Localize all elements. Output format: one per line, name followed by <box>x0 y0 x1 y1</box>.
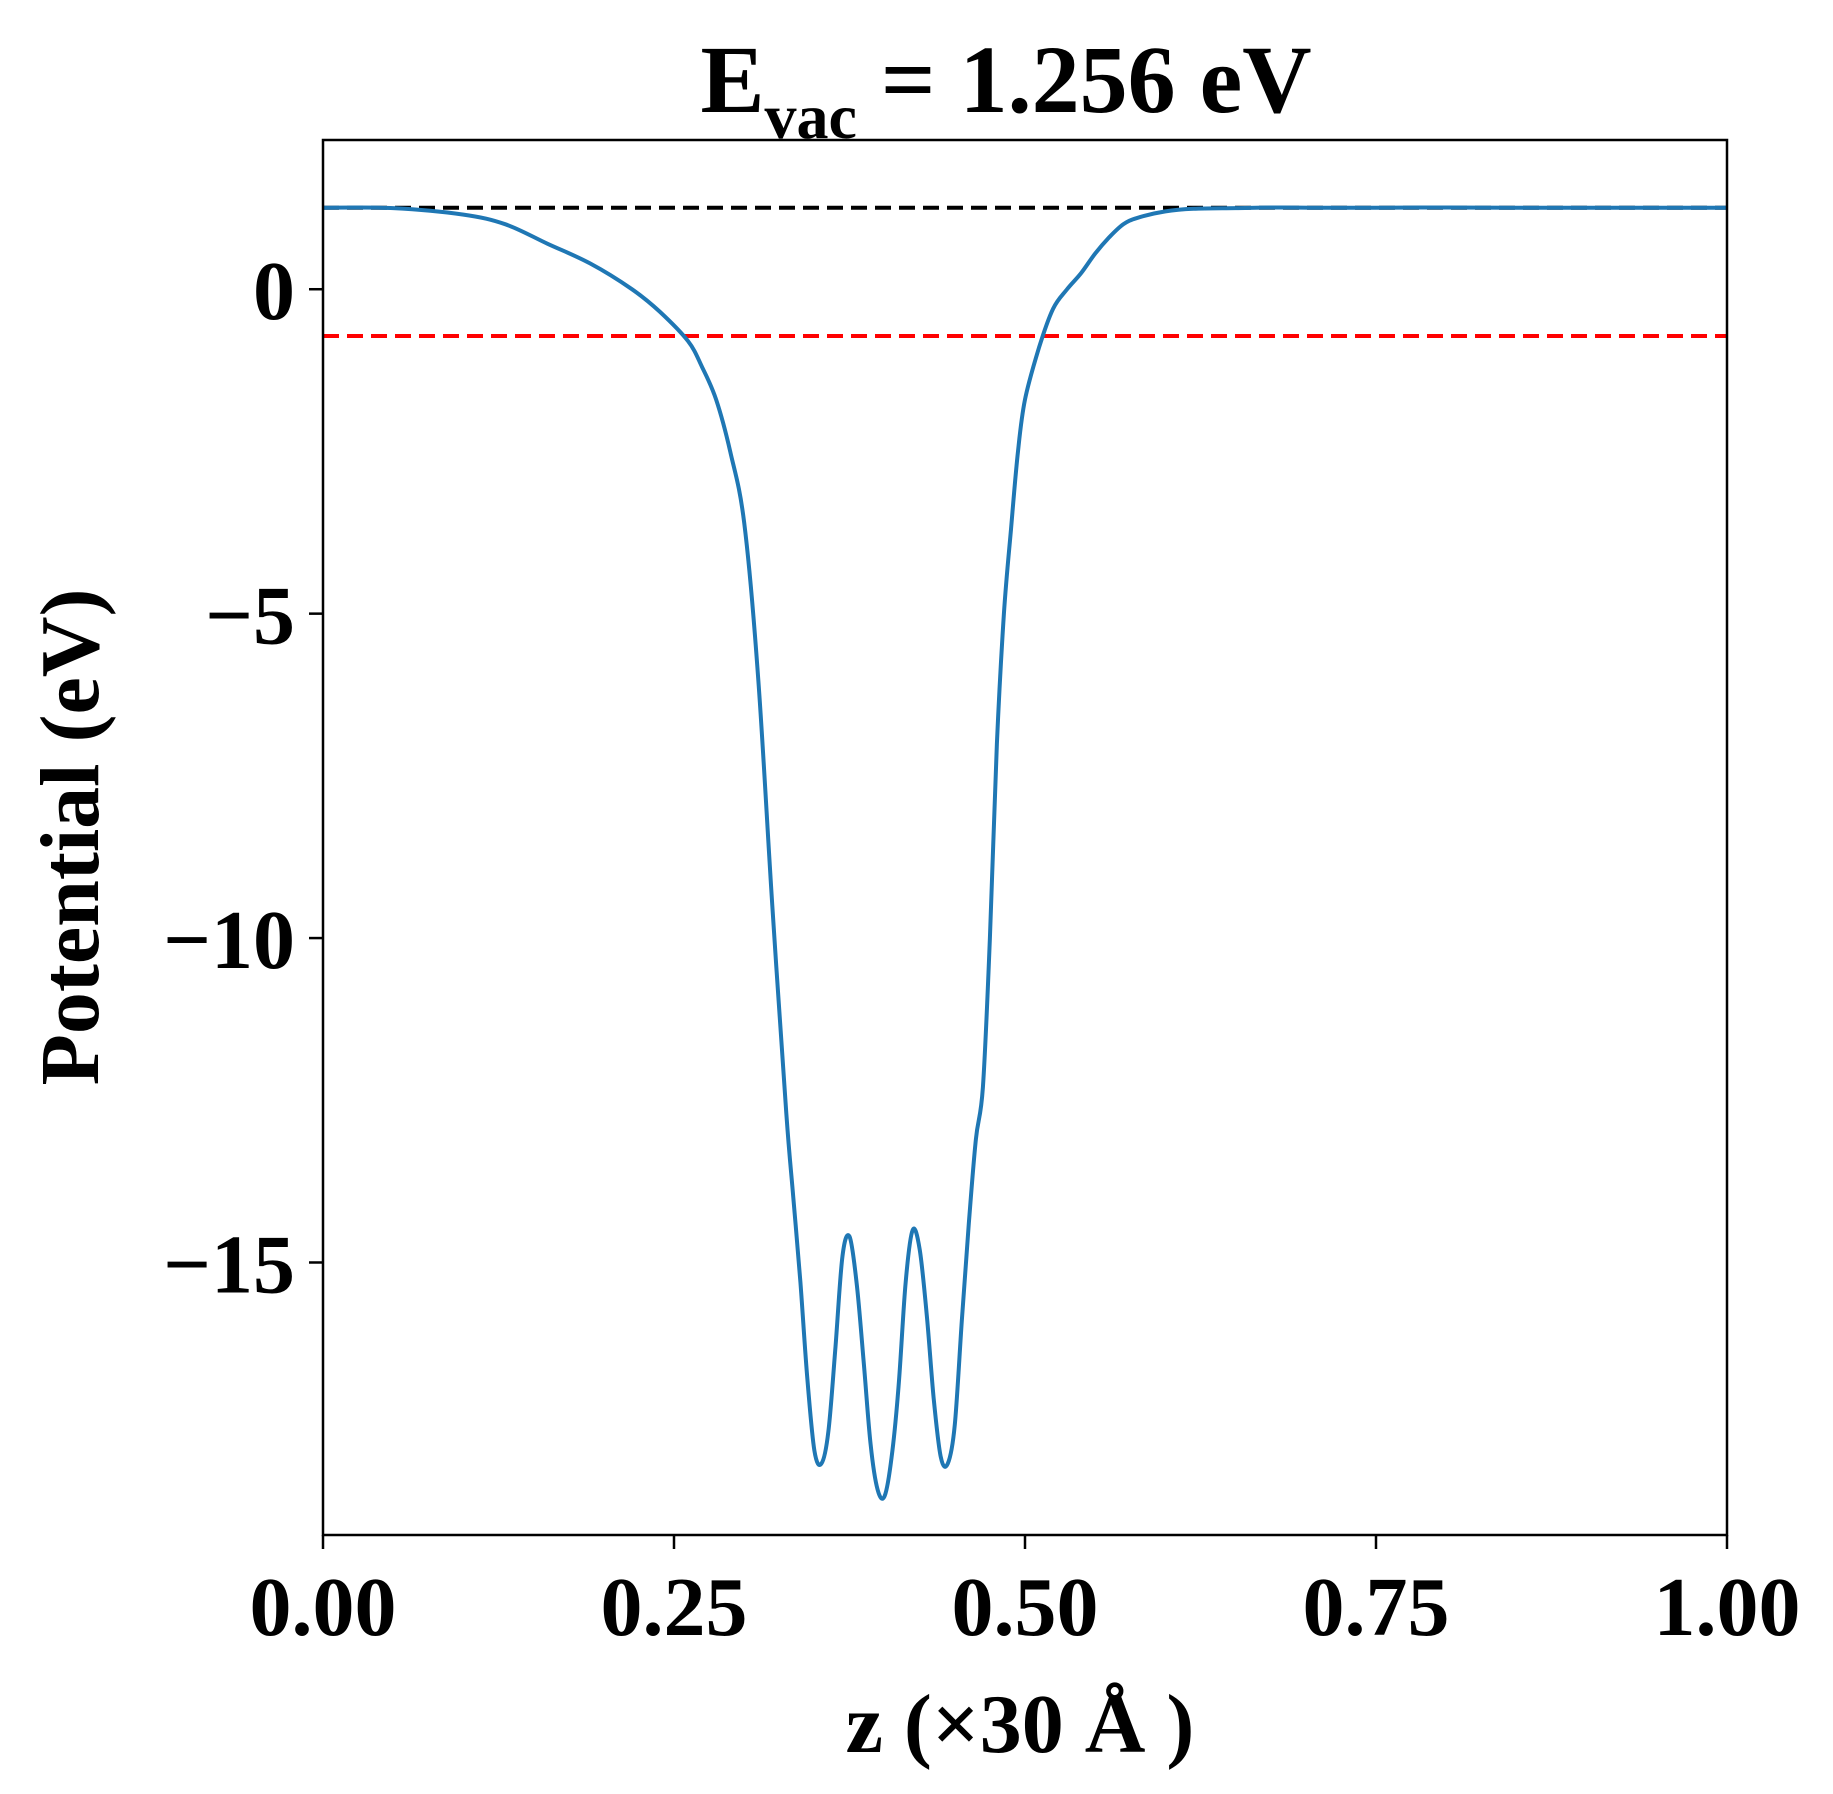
y-tick-label: −10 <box>163 894 295 987</box>
series-layer <box>323 205 1727 1501</box>
x-tick-label: 1.00 <box>1654 1561 1801 1654</box>
x-tick-label: 0.75 <box>1303 1561 1450 1654</box>
x-tick-label: 0.00 <box>250 1561 397 1654</box>
plot-frame <box>321 138 1729 1537</box>
x-axis-ticks: 0.00 0.25 0.50 0.75 1.00 <box>250 1535 1801 1654</box>
x-tick-label: 0.50 <box>952 1561 1099 1654</box>
chart-title: Evac = 1.256 eV <box>700 26 1311 152</box>
potential-series-line <box>323 205 1727 1501</box>
y-tick-label: −15 <box>163 1218 295 1311</box>
chart-title-main: E <box>700 26 764 133</box>
y-axis-ticks: 0 −5 −10 −15 <box>163 245 323 1311</box>
x-axis-label: z (×30 Å ) <box>846 1678 1195 1771</box>
x-tick-label: 0.25 <box>601 1561 748 1654</box>
y-tick-label: −5 <box>205 570 295 663</box>
chart-title-rest: = 1.256 eV <box>857 26 1312 133</box>
reference-lines <box>323 205 1727 338</box>
y-axis-label: Potential (eV) <box>24 589 117 1086</box>
chart-title-subscript: vac <box>764 81 856 152</box>
y-tick-label: 0 <box>253 245 295 338</box>
